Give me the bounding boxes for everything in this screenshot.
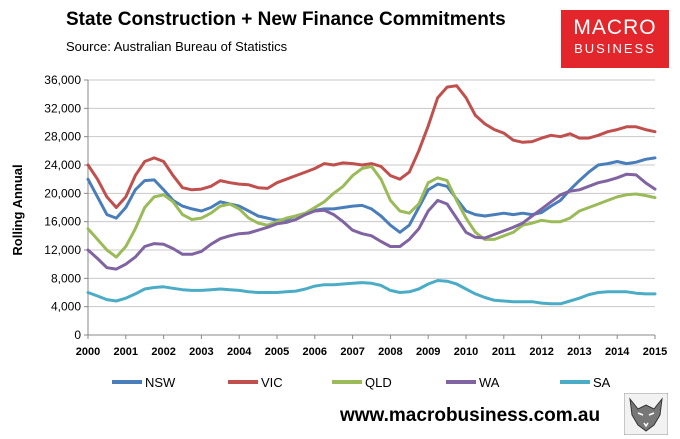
series-line-nsw: [86, 156, 657, 234]
y-tick-label: 24,000: [44, 158, 81, 172]
y-tick-label: 28,000: [44, 130, 81, 144]
x-tick-label: 2003: [189, 346, 213, 358]
chart-title: State Construction + New Finance Commitm…: [66, 9, 506, 30]
series-lines: [86, 84, 657, 306]
x-tick-label: 2007: [340, 346, 364, 358]
x-tick-label: 2000: [76, 346, 100, 358]
chart-subtitle: Source: Australian Bureau of Statistics: [66, 39, 288, 54]
x-tick-label: 2004: [227, 346, 252, 358]
x-tick-label: 2012: [529, 346, 553, 358]
legend-label: SA: [593, 375, 611, 390]
website-url: www.macrobusiness.com.au: [340, 405, 601, 426]
y-tick-label: 4,000: [51, 300, 81, 314]
x-tick-label: 2002: [151, 346, 175, 358]
x-tick-label: 2005: [265, 346, 289, 358]
x-tick-label: 2008: [378, 346, 402, 358]
x-tick-label: 2011: [492, 346, 516, 358]
x-tick-label: 2013: [567, 346, 591, 358]
x-tick-label: 2001: [114, 346, 138, 358]
x-tick-label: 2006: [303, 346, 327, 358]
legend-label: VIC: [261, 375, 283, 390]
series-line-wa: [86, 172, 657, 271]
x-tick-label: 2014: [605, 346, 630, 358]
y-axis-ticks: 0 4,000 8,000 12,000 16,000 20,000 24,000 28,00…: [44, 73, 88, 342]
x-tick-label: 2009: [416, 346, 440, 358]
legend-label: NSW: [145, 375, 176, 390]
series-line-vic: [86, 84, 657, 209]
y-tick-label: 8,000: [51, 271, 81, 285]
y-tick-label: 36,000: [44, 73, 81, 87]
grid-lines: [88, 79, 655, 308]
y-axis-label: Rolling Annual: [10, 164, 25, 255]
logo-line-2: BUSINESS: [574, 41, 656, 56]
y-tick-label: 16,000: [44, 215, 81, 229]
x-axis-ticks: 2000 2001 2002 2003 2004 2005 2006 2007 2008 2009…: [76, 335, 667, 358]
legend: NSW VIC QLD WA SA: [112, 375, 611, 390]
y-tick-label: 12,000: [44, 243, 81, 257]
logo-line-1: MACRO: [573, 16, 657, 39]
y-tick-label: 20,000: [44, 186, 81, 200]
y-tick-label: 32,000: [44, 101, 81, 115]
x-tick-label: 2010: [454, 346, 478, 358]
legend-label: QLD: [365, 375, 392, 390]
y-tick-label: 0: [74, 328, 81, 342]
x-tick-label: 2015: [643, 346, 667, 358]
macrobusiness-logo: MACRO BUSINESS: [561, 10, 669, 68]
wolf-logo-icon: [624, 393, 668, 435]
series-line-qld: [86, 164, 657, 259]
legend-label: WA: [479, 375, 500, 390]
series-line-sa: [86, 279, 657, 306]
